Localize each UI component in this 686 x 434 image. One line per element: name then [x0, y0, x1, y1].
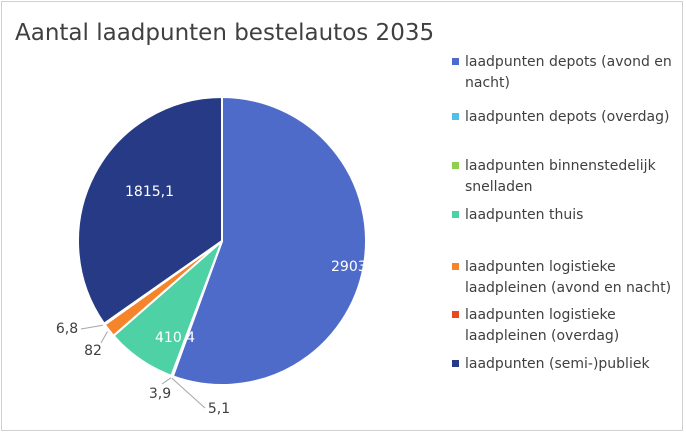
legend-swatch [452, 58, 459, 65]
leader-line-laadpunten-logistieke-laadpleinen-avond-en-nacht [101, 332, 107, 343]
data-label-laadpunten-logistieke-laadpleinen-overdag: 6,8 [56, 321, 78, 337]
legend-swatch [452, 211, 459, 218]
legend-label: laadpunten (semi-)publiek [465, 354, 650, 375]
data-label-laadpunten-depots-avond-en-nacht: 2903,1 [331, 259, 380, 275]
legend-swatch [452, 360, 459, 367]
data-label-laadpunten-logistieke-laadpleinen-avond-en-nacht: 82 [84, 343, 102, 359]
legend-label: laadpunten logistieke laadpleinen (overd… [465, 305, 674, 347]
legend-swatch [452, 113, 459, 120]
data-label-laadpunten-binnenstedelijk-snelladen: 3,9 [149, 386, 171, 402]
leader-line-laadpunten-logistieke-laadpleinen-overdag [81, 325, 103, 329]
legend-label: laadpunten thuis [465, 205, 583, 226]
legend-swatch [452, 162, 459, 169]
legend-item-laadpunten-semi-publiek: laadpunten (semi-)publiek [452, 354, 674, 375]
data-label-laadpunten-semi-publiek: 1815,1 [125, 184, 174, 200]
legend-item-laadpunten-logistieke-laadpleinen-avond-en-nacht: laadpunten logistieke laadpleinen (avond… [452, 257, 674, 299]
leader-line-laadpunten-binnenstedelijk-snelladen [162, 378, 171, 384]
legend-swatch [452, 263, 459, 270]
legend-label: laadpunten depots (avond en nacht) [465, 52, 674, 94]
legend-swatch [452, 311, 459, 318]
legend-item-laadpunten-depots-overdag: laadpunten depots (overdag) [452, 107, 674, 128]
legend-item-laadpunten-logistieke-laadpleinen-overdag: laadpunten logistieke laadpleinen (overd… [452, 305, 674, 347]
legend-item-laadpunten-binnenstedelijk-snelladen: laadpunten binnenstedelijk snelladen [452, 156, 674, 198]
legend-label: laadpunten logistieke laadpleinen (avond… [465, 257, 674, 299]
data-label-laadpunten-thuis: 410,4 [155, 330, 195, 346]
legend-item-laadpunten-thuis: laadpunten thuis [452, 205, 674, 226]
legend-label: laadpunten depots (overdag) [465, 107, 669, 128]
data-label-laadpunten-depots-overdag: 5,1 [208, 401, 230, 417]
legend-label: laadpunten binnenstedelijk snelladen [465, 156, 674, 198]
legend-item-laadpunten-depots-avond-en-nacht: laadpunten depots (avond en nacht) [452, 52, 674, 94]
